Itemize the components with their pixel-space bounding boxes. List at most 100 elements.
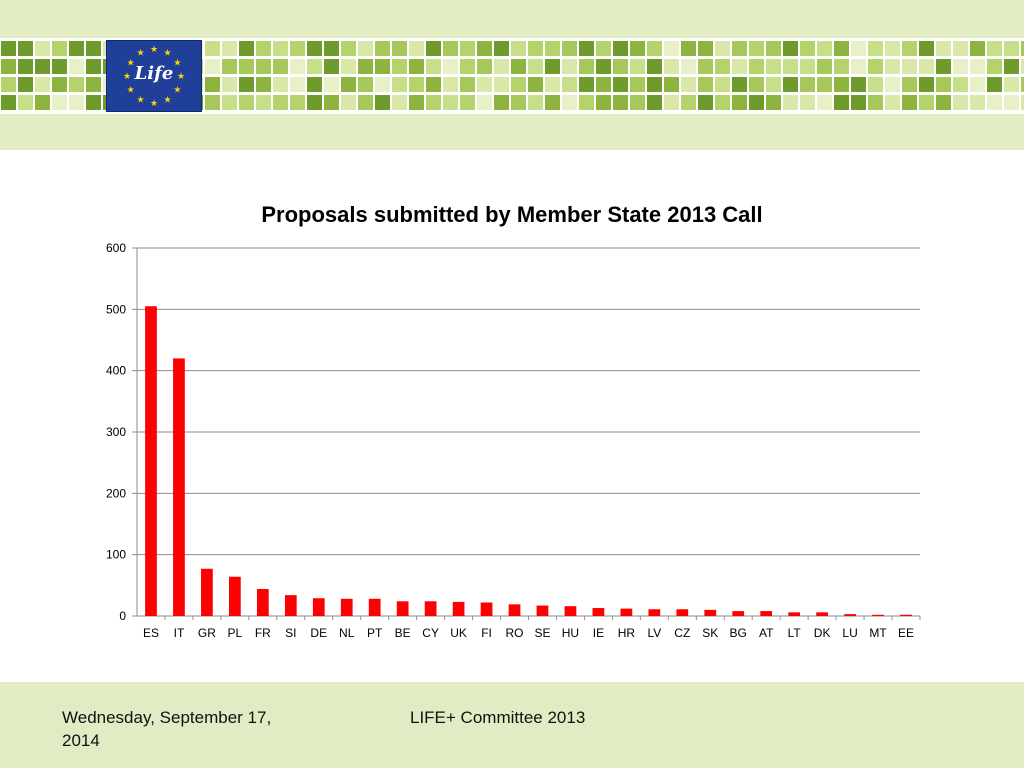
mosaic-tile [307,95,322,110]
bar-ro [508,604,521,616]
mosaic-tile [715,95,730,110]
mosaic-tile [851,77,866,92]
x-tick-label: SI [285,626,296,640]
mosaic-tile [290,77,305,92]
mosaic-tile [579,77,594,92]
mosaic-tile [256,95,271,110]
mosaic-tile [86,77,101,92]
mosaic-tile [256,77,271,92]
star-icon: ★ [150,98,158,108]
mosaic-tile [1,77,16,92]
mosaic-tile [494,59,509,74]
x-tick-label: LT [788,626,802,640]
mosaic-tile [69,77,84,92]
mosaic-tile [35,59,50,74]
bar-lt [788,612,801,616]
x-tick-label: DE [310,626,327,640]
x-tick-label: SK [702,626,718,640]
x-tick-label: LU [842,626,857,640]
mosaic-tile [409,59,424,74]
mosaic-tile [766,77,781,92]
bar-cy [424,601,437,616]
mosaic-tile [18,77,33,92]
mosaic-tile [800,77,815,92]
mosaic-tile [324,59,339,74]
mosaic-tile [800,41,815,56]
footer-date: Wednesday, September 17, 2014 [62,708,272,750]
mosaic-tile [970,41,985,56]
mosaic-tile [477,59,492,74]
mosaic-tile [52,41,67,56]
mosaic-tile [902,59,917,74]
mosaic-tile [715,59,730,74]
mosaic-tile [919,59,934,74]
x-tick-label: AT [759,626,774,640]
mosaic-tile [358,41,373,56]
mosaic-tile [222,59,237,74]
mosaic-tile [69,95,84,110]
mosaic-tile [86,41,101,56]
mosaic-tile [868,77,883,92]
mosaic-tile [970,77,985,92]
mosaic-tile [902,41,917,56]
mosaic-tile [18,95,33,110]
mosaic-tile [987,41,1002,56]
y-tick-label: 100 [106,548,126,562]
x-tick-label: IT [174,626,185,640]
mosaic-tile [86,95,101,110]
mosaic-tile [698,95,713,110]
mosaic-tile [783,41,798,56]
x-tick-label: LV [647,626,661,640]
mosaic-tile [936,77,951,92]
mosaic-tile [341,77,356,92]
mosaic-tile [205,59,220,74]
mosaic-tile [239,95,254,110]
mosaic-tile [562,41,577,56]
mosaic-tile [341,95,356,110]
life-logo-text: Life [134,63,174,84]
bar-be [396,601,409,616]
x-tick-label: EE [898,626,914,640]
mosaic-tile [1021,95,1024,110]
mosaic-tile [868,41,883,56]
mosaic-tile [902,77,917,92]
mosaic-tile [324,77,339,92]
mosaic-tile [443,77,458,92]
x-tick-label: NL [339,626,355,640]
mosaic-tile [392,95,407,110]
mosaic-tile [426,41,441,56]
mosaic-tile [1021,41,1024,56]
mosaic-tile [868,59,883,74]
star-icon: ★ [123,71,131,81]
mosaic-tile [1,41,16,56]
mosaic-tile [290,41,305,56]
mosaic-tile [817,59,832,74]
mosaic-tile [392,41,407,56]
mosaic-tile [545,41,560,56]
bar-lv [648,609,661,616]
mosaic-tile [970,95,985,110]
mosaic-tile [698,77,713,92]
mosaic-tile [953,41,968,56]
bar-uk [452,601,465,616]
mosaic-tile [290,95,305,110]
mosaic-tile [698,41,713,56]
mosaic-tile [970,59,985,74]
mosaic-tile [936,59,951,74]
mosaic-tile [596,59,611,74]
x-tick-label: FI [481,626,492,640]
mosaic-tile [1021,59,1024,74]
mosaic-tile [936,41,951,56]
mosaic-tile [35,77,50,92]
mosaic-tile [409,95,424,110]
mosaic-tile [647,95,662,110]
mosaic-tile [919,95,934,110]
bar-mt [872,614,884,616]
mosaic-tile [511,77,526,92]
mosaic-tile [1004,41,1019,56]
mosaic-tile [52,59,67,74]
mosaic-tile [868,95,883,110]
x-tick-label: PL [228,626,243,640]
x-tick-label: ES [143,626,159,640]
mosaic-tile [86,59,101,74]
